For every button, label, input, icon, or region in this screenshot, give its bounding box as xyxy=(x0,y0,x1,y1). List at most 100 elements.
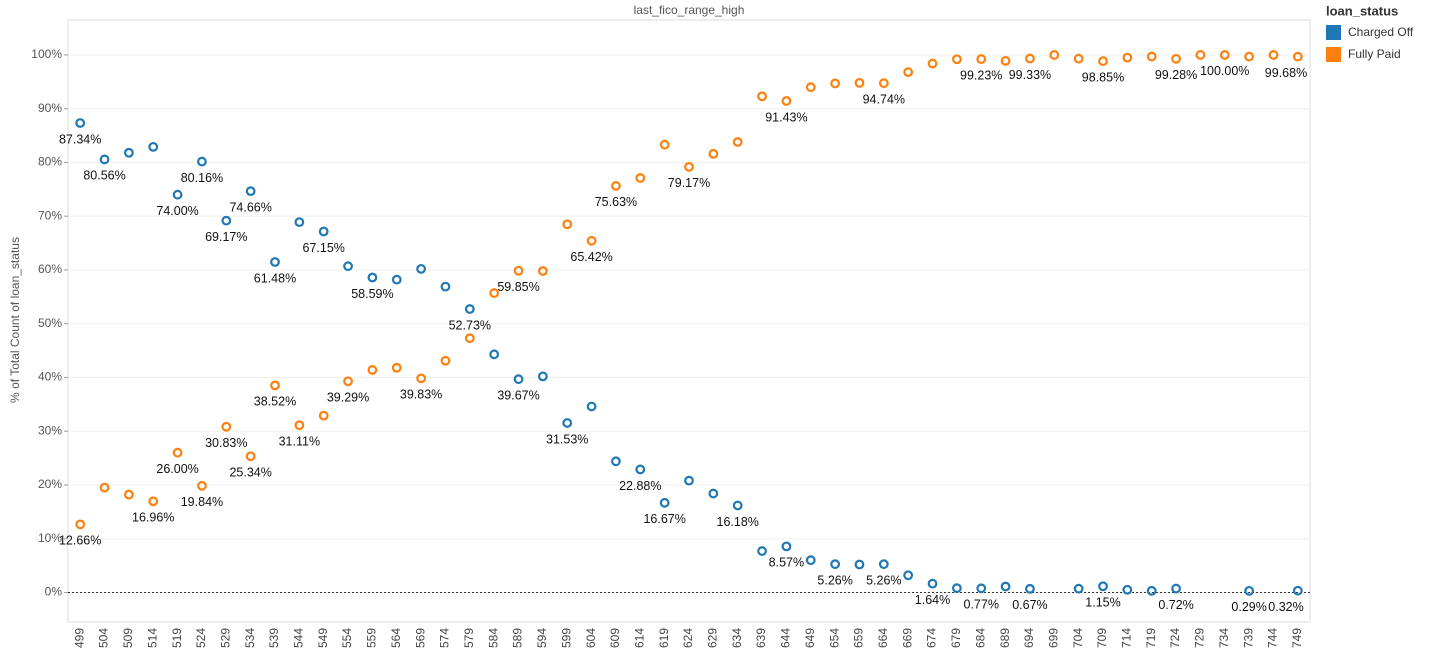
dot xyxy=(830,559,841,570)
data-label: 8.57% xyxy=(769,556,804,570)
data-label: 22.88% xyxy=(619,479,661,493)
dot xyxy=(1219,50,1230,60)
data-label: 5.26% xyxy=(817,573,852,587)
x-tick-label: 639 xyxy=(754,628,768,648)
dot xyxy=(99,154,110,165)
x-tick-label: 629 xyxy=(706,628,720,648)
x-tick-label: 644 xyxy=(779,628,793,648)
dot xyxy=(537,266,548,276)
dot xyxy=(781,541,792,552)
data-label: 69.17% xyxy=(205,230,247,244)
data-label: 74.66% xyxy=(229,200,271,214)
dot xyxy=(148,496,159,507)
dot xyxy=(343,376,353,387)
data-label: 61.48% xyxy=(254,271,296,285)
dot xyxy=(245,451,256,462)
dot xyxy=(1292,51,1303,62)
data-label: 26.00% xyxy=(156,462,198,476)
x-tick-label: 679 xyxy=(949,628,963,648)
dot xyxy=(659,139,670,150)
dot xyxy=(270,380,280,391)
dot xyxy=(878,78,889,89)
legend-swatch xyxy=(1326,47,1341,62)
data-label: 59.85% xyxy=(497,280,539,294)
y-tick-label: 20% xyxy=(38,477,62,491)
x-tick-label: 749 xyxy=(1290,628,1304,648)
x-tick-label: 734 xyxy=(1217,628,1231,648)
dot xyxy=(1244,51,1255,62)
dot xyxy=(781,96,792,106)
dot xyxy=(878,559,889,570)
data-label: 58.59% xyxy=(351,287,393,301)
y-tick-label: 70% xyxy=(38,208,62,222)
x-tick-label: 604 xyxy=(584,628,598,648)
dot xyxy=(148,141,159,152)
dot xyxy=(903,67,914,78)
dot xyxy=(562,219,573,230)
dot xyxy=(294,217,305,228)
data-label: 0.29% xyxy=(1231,600,1266,614)
x-tick-label: 724 xyxy=(1168,628,1182,648)
dot xyxy=(1049,50,1060,60)
dot xyxy=(1073,583,1084,594)
data-label: 39.29% xyxy=(327,391,369,405)
data-label: 0.72% xyxy=(1158,598,1193,612)
dot xyxy=(976,54,987,64)
data-label: 0.67% xyxy=(1012,598,1047,612)
data-label: 31.53% xyxy=(546,432,588,446)
data-label: 98.85% xyxy=(1082,70,1124,84)
data-label: 0.77% xyxy=(964,598,999,612)
x-tick-label: 509 xyxy=(121,628,135,648)
dot xyxy=(221,421,232,432)
data-label: 100.00% xyxy=(1200,64,1249,78)
x-tick-label: 574 xyxy=(438,628,452,648)
dot xyxy=(440,281,451,292)
data-label: 38.52% xyxy=(254,395,296,409)
y-tick-label: 80% xyxy=(38,155,62,169)
dot xyxy=(1122,584,1133,595)
dot xyxy=(635,173,646,183)
x-tick-label: 594 xyxy=(535,628,549,648)
dot xyxy=(1171,583,1181,594)
dot xyxy=(976,583,987,594)
dot xyxy=(732,500,743,511)
plot-frame xyxy=(67,19,1311,623)
dot xyxy=(197,156,207,167)
x-tick-label: 599 xyxy=(559,628,573,648)
data-label: 30.83% xyxy=(205,436,247,450)
dot xyxy=(1073,53,1084,64)
data-label: 16.18% xyxy=(717,515,759,529)
dot xyxy=(562,418,573,428)
dot xyxy=(635,464,646,475)
x-tick-label: 614 xyxy=(632,628,646,648)
data-label: 1.64% xyxy=(915,593,950,607)
dot xyxy=(1195,50,1206,60)
dot xyxy=(489,288,500,298)
data-label: 39.83% xyxy=(400,388,442,402)
data-label: 19.84% xyxy=(181,495,223,509)
x-tick-label: 589 xyxy=(511,628,525,648)
dot xyxy=(951,54,962,65)
dot xyxy=(318,226,329,237)
data-label: 87.34% xyxy=(59,132,101,146)
data-label: 1.15% xyxy=(1085,596,1120,610)
dot xyxy=(684,475,694,486)
x-tick-label: 499 xyxy=(72,628,86,648)
data-label: 52.73% xyxy=(449,318,491,332)
x-tick-label: 619 xyxy=(657,628,671,648)
x-tick-label: 669 xyxy=(900,628,914,648)
dot xyxy=(172,447,183,458)
dot xyxy=(1098,56,1108,67)
dot xyxy=(245,186,256,197)
dot xyxy=(416,263,427,274)
dot xyxy=(1122,52,1133,63)
dot xyxy=(757,546,767,556)
dot xyxy=(1146,585,1157,596)
dot xyxy=(927,578,938,589)
legend-swatch xyxy=(1326,25,1341,40)
data-label: 91.43% xyxy=(765,110,807,124)
dot xyxy=(1292,585,1303,596)
dot xyxy=(805,555,816,566)
dot xyxy=(951,583,962,594)
dot xyxy=(123,489,134,500)
